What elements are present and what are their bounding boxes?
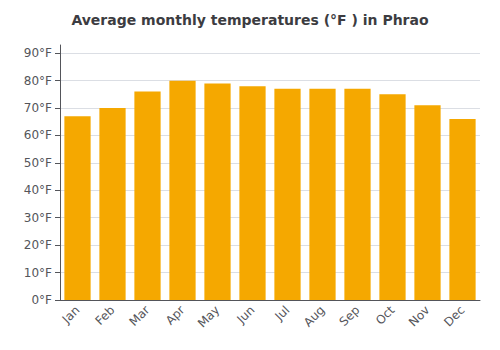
svg-text:30°F: 30°F [24,211,52,225]
svg-text:Jul: Jul [272,303,293,324]
svg-text:Nov: Nov [406,303,432,329]
svg-text:Jan: Jan [59,303,83,327]
svg-text:60°F: 60°F [24,128,52,142]
svg-text:Sep: Sep [337,303,363,329]
svg-text:40°F: 40°F [24,183,52,197]
svg-text:Apr: Apr [163,303,188,328]
svg-text:Feb: Feb [93,303,118,328]
svg-text:70°F: 70°F [24,101,52,115]
svg-text:10°F: 10°F [24,266,52,280]
svg-text:20°F: 20°F [24,238,52,252]
svg-text:Average monthly temperatures (: Average monthly temperatures (°F ) in Ph… [71,12,429,28]
svg-text:50°F: 50°F [24,156,52,170]
svg-text:Oct: Oct [373,303,398,328]
svg-text:90°F: 90°F [24,46,52,60]
svg-text:0°F: 0°F [31,293,52,307]
svg-text:May: May [195,303,222,330]
svg-text:Aug: Aug [301,303,327,329]
svg-text:Mar: Mar [127,303,153,329]
svg-text:Dec: Dec [441,303,467,329]
svg-text:Jun: Jun [234,303,258,327]
svg-text:80°F: 80°F [24,74,52,88]
